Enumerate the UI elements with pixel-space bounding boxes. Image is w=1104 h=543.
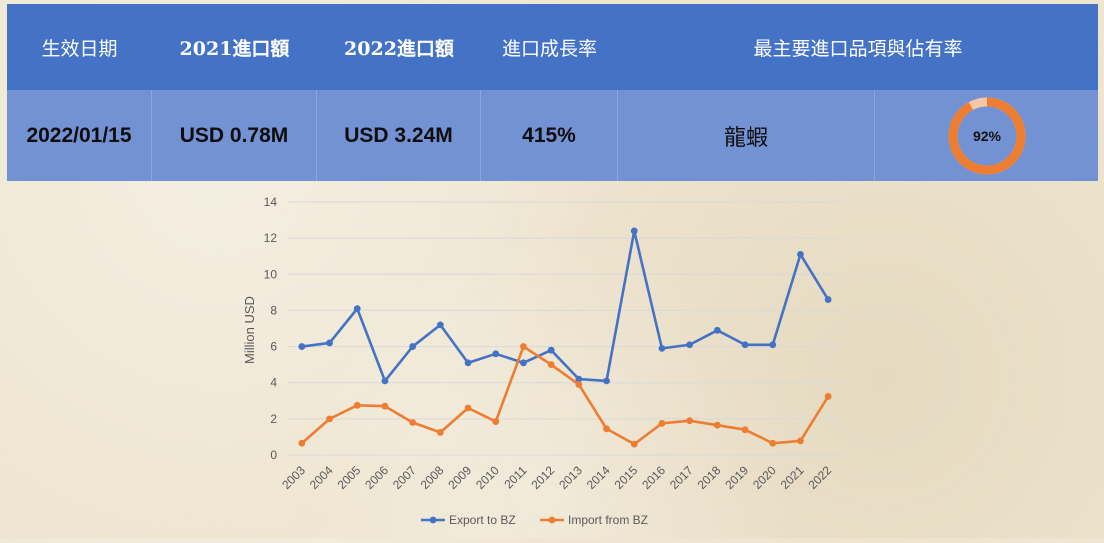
x-tick-label: 2004 (307, 463, 336, 492)
y-tick-label: 8 (270, 303, 277, 317)
top-item-value: 龍蝦 (618, 90, 875, 181)
x-tick-label: 2007 (390, 463, 419, 492)
y-axis-label: Million USD (242, 296, 257, 364)
donut-arc (948, 97, 1025, 174)
x-tick-label: 2021 (778, 463, 807, 492)
x-tick-label: 2005 (335, 463, 364, 492)
share-donut-cell: 92% (875, 90, 1098, 181)
data-point (824, 296, 832, 303)
x-tick-label: 2011 (501, 463, 529, 491)
kpi-data-row: 2022/01/15 USD 0.78M USD 3.24M 415% 龍蝦 9… (7, 90, 1098, 181)
line-chart: 0 2 4 6 8 10 12 14 2003200420052006200720082009… (242, 195, 842, 527)
chart-container: 0 2 4 6 8 10 12 14 2003 2004 2005 2006 2007 2008 2009… (0, 185, 1104, 538)
data-point (381, 402, 389, 410)
data-point (547, 361, 555, 369)
data-point (741, 341, 749, 349)
data-point (520, 359, 527, 367)
y-tick-label: 2 (270, 412, 277, 426)
data-point (713, 326, 721, 334)
effective-date-value: 2022/01/15 (7, 90, 152, 181)
data-point (603, 377, 610, 385)
data-point (492, 350, 500, 358)
data-point (436, 321, 444, 329)
data-point (492, 418, 500, 425)
data-point (353, 305, 361, 313)
data-point (520, 343, 527, 350)
data-point (797, 251, 804, 258)
data-point (464, 359, 472, 367)
data-point (353, 401, 361, 409)
data-point (741, 426, 749, 434)
series-line-1 (300, 345, 830, 446)
data-point (630, 227, 638, 235)
data-point (797, 437, 804, 445)
kpi-table: 生效日期 2021進口額 2022進口額 進口成長率 最主要進口品項與佔有率 2… (7, 4, 1098, 181)
y-tick-label: 4 (270, 376, 277, 390)
x-tick-label: 2017 (667, 463, 696, 492)
legend: Export to BZ Import from BZ (421, 513, 648, 527)
data-point (575, 375, 583, 383)
y-axis-ticks: 0 2 4 6 8 10 12 14 (264, 195, 278, 462)
data-point (658, 419, 666, 427)
x-tick-label: 2020 (750, 463, 779, 492)
x-tick-label: 2019 (722, 463, 751, 492)
y-tick-label: 6 (270, 340, 277, 354)
x-tick-label: 2006 (362, 463, 391, 492)
x-tick-label: 2014 (584, 463, 613, 492)
y-tick-label: 0 (270, 448, 277, 462)
x-tick-label: 2018 (695, 463, 724, 492)
growth-rate-value: 415% (481, 90, 618, 181)
data-point (575, 381, 583, 388)
x-tick-label: 2022 (805, 463, 834, 492)
header-import-2022: 2022進口額 (344, 37, 454, 60)
legend-label-1: Import from BZ (568, 513, 648, 527)
x-tick-label: 2012 (528, 463, 557, 492)
series-line-0 (301, 229, 830, 383)
y-tick-label: 10 (264, 267, 278, 281)
data-point (686, 417, 694, 425)
import-2021-value: USD 0.78M (152, 90, 317, 181)
header-top-item: 最主要進口品項與佔有率 (753, 37, 963, 60)
y-tick-label: 12 (264, 231, 278, 245)
data-point (298, 439, 306, 447)
data-point (658, 344, 666, 352)
header-growth-rate: 進口成長率 (501, 37, 597, 60)
data-point (326, 415, 333, 423)
data-point (713, 421, 721, 429)
x-tick-label: 2009 (445, 463, 474, 492)
series-group (298, 227, 832, 448)
data-point (436, 429, 444, 436)
data-point (603, 425, 610, 433)
x-tick-label: 2016 (639, 463, 668, 492)
grid-lines (288, 201, 842, 456)
data-point (769, 439, 777, 447)
legend-label-0: Export to BZ (449, 513, 516, 527)
legend-marker-1 (548, 516, 556, 524)
header-effective-date: 生效日期 (41, 37, 118, 60)
data-point (409, 419, 417, 426)
kpi-header-row: 生效日期 2021進口額 2022進口額 進口成長率 最主要進口品項與佔有率 (7, 4, 1098, 93)
data-point (409, 343, 417, 350)
y-tick-label: 14 (264, 195, 278, 209)
x-tick-label: 2003 (279, 463, 308, 492)
legend-marker-0 (429, 516, 437, 524)
data-point (326, 339, 333, 347)
x-tick-label: 2015 (612, 463, 641, 492)
data-point (824, 393, 832, 400)
share-donut: 92% (948, 97, 1025, 174)
donut-label: 92% (972, 128, 1001, 144)
data-point (298, 343, 306, 350)
x-tick-label: 2008 (418, 463, 447, 492)
data-point (464, 404, 472, 412)
data-point (769, 341, 777, 349)
data-point (381, 377, 389, 385)
data-point (630, 440, 638, 448)
import-2022-value: USD 3.24M (317, 90, 481, 181)
data-point (686, 341, 694, 349)
x-tick-label: 2013 (556, 463, 585, 492)
data-point (547, 346, 555, 354)
x-tick-label: 2010 (473, 463, 502, 492)
header-import-2021: 2021進口額 (179, 37, 290, 60)
